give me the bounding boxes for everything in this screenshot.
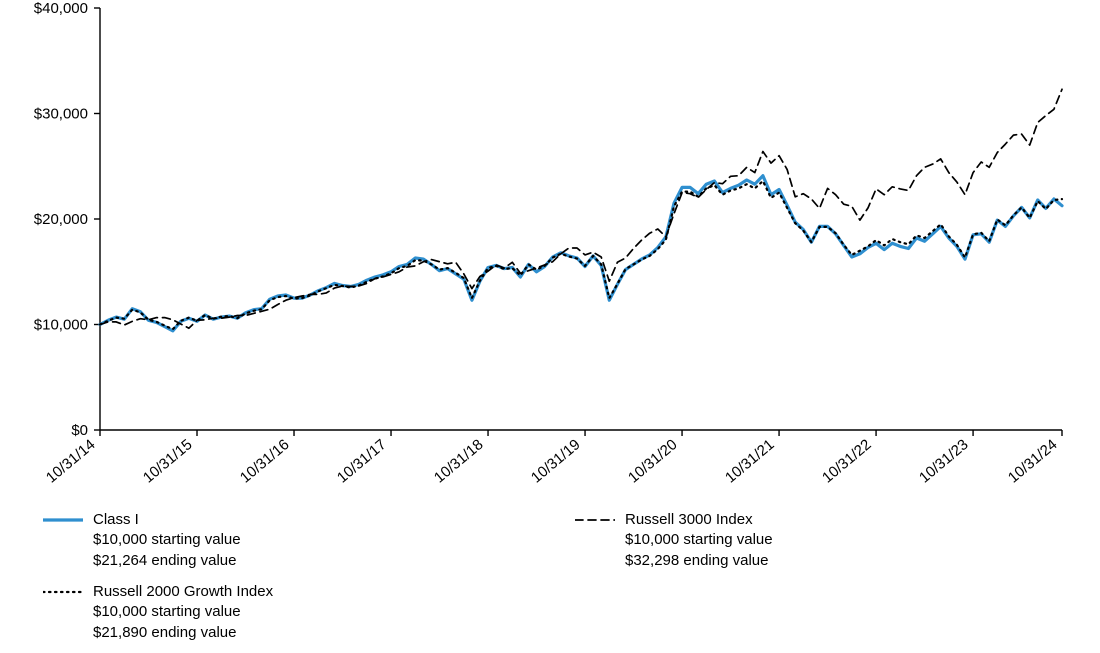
y-tick-label: $40,000 [34, 0, 88, 17]
growth-of-10k-chart: $0 $10,000 $20,000 $30,000 $40,000 10/31/14 10… [0, 0, 1100, 653]
legend-starting-value: $10,000 starting value [93, 602, 273, 622]
legend-ending-value: $21,890 ending value [93, 623, 273, 643]
legend-series-name: Class I [93, 510, 241, 530]
legend-series-name: Russell 3000 Index [625, 510, 773, 530]
y-tick-label: $0 [71, 422, 88, 439]
y-tick-label: $30,000 [34, 106, 88, 123]
x-tick-label: 10/31/22 [819, 436, 875, 487]
y-tick-label: $10,000 [34, 317, 88, 334]
legend-starting-value: $10,000 starting value [93, 530, 241, 550]
legend-item-russell2000g: Russell 2000 Growth Index$10,000 startin… [43, 582, 273, 643]
legend-item-class_i: Class I$10,000 starting value$21,264 end… [43, 510, 241, 571]
legend-ending-value: $21,264 ending value [93, 551, 241, 571]
legend-series-name: Russell 2000 Growth Index [93, 582, 273, 602]
x-tick-label: 10/31/20 [625, 436, 681, 487]
legend-item-russell3000: Russell 3000 Index$10,000 starting value… [575, 510, 773, 571]
legend-swatch-russell3000 [575, 513, 615, 527]
series-russell2000g [100, 181, 1062, 329]
x-tick-label: 10/31/21 [722, 436, 778, 487]
series-russell3000 [100, 89, 1062, 328]
x-tick-label: 10/31/16 [237, 436, 293, 487]
x-tick-label: 10/31/24 [1005, 436, 1061, 487]
legend-swatch-russell2000g [43, 585, 83, 599]
series-class_i [100, 176, 1062, 331]
legend-ending-value: $32,298 ending value [625, 551, 773, 571]
x-tick-label: 10/31/15 [140, 436, 196, 487]
x-tick-label: 10/31/19 [528, 436, 584, 487]
legend-swatch-class_i [43, 513, 83, 527]
x-tick-label: 10/31/23 [916, 436, 972, 487]
x-tick-label: 10/31/17 [334, 436, 390, 487]
legend-starting-value: $10,000 starting value [625, 530, 773, 550]
x-tick-label: 10/31/18 [431, 436, 487, 487]
x-tick-label: 10/31/14 [43, 436, 99, 487]
y-tick-label: $20,000 [34, 211, 88, 228]
